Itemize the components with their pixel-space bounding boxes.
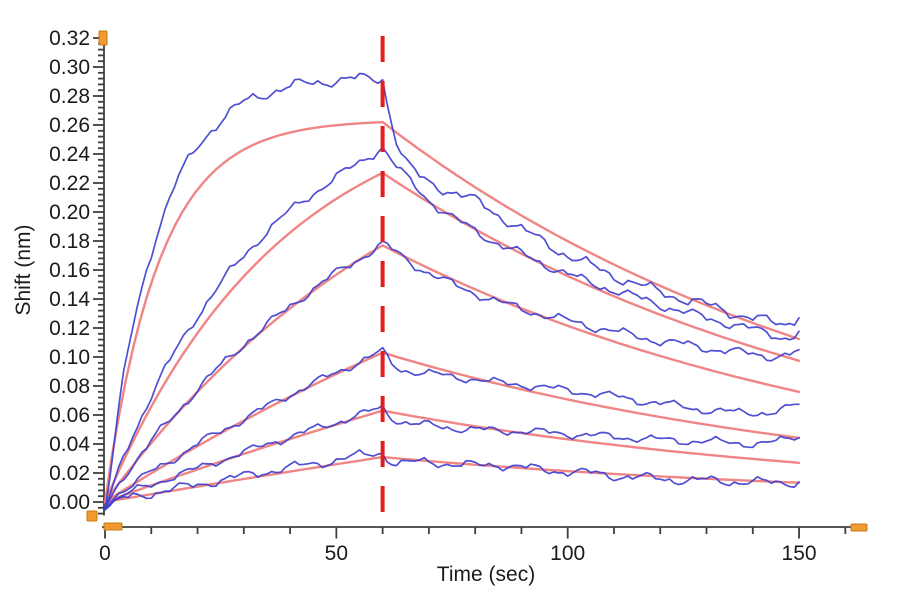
x-tick-label: 0 xyxy=(99,542,111,565)
y-tick-label: 0.16 xyxy=(49,259,90,282)
data-curve-trace-4 xyxy=(104,346,800,511)
y-tick-label: 0.06 xyxy=(49,404,90,427)
axes: 0.00 0.02 0.04 0.06 0.08 0.10 0.12 0.14 0.16 0.18… xyxy=(49,27,866,565)
axis-range-handle xyxy=(850,523,868,532)
y-tick-label: 0.14 xyxy=(49,288,90,311)
fit-curve-trace-6-lowest xyxy=(103,455,801,504)
data-curve-trace-1-highest xyxy=(104,72,800,511)
axis-range-handles xyxy=(86,30,868,532)
y-tick-label: 0.22 xyxy=(49,172,90,195)
fit-curve-trace-1-highest xyxy=(103,120,801,504)
data-curve-trace-3 xyxy=(104,240,800,511)
x-axis-title: Time (sec) xyxy=(437,563,535,586)
y-tick-label: 0.28 xyxy=(49,85,90,108)
fit-curve-trace-5 xyxy=(103,409,801,504)
y-axis-title: Shift (nm) xyxy=(12,224,35,315)
axis-range-handle xyxy=(103,522,123,531)
x-tick-label: 50 xyxy=(325,542,348,565)
y-tick-label: 0.02 xyxy=(49,462,90,485)
fit-curves xyxy=(103,120,801,504)
y-tick-label: 0.26 xyxy=(49,114,90,137)
fit-curve-trace-2 xyxy=(103,171,801,504)
y-tick-label: 0.20 xyxy=(49,201,90,224)
axis-range-handle xyxy=(86,510,98,522)
data-curve-trace-5 xyxy=(104,404,800,511)
y-tick-label: 0.04 xyxy=(49,433,90,456)
y-tick-label: 0.18 xyxy=(49,230,90,253)
x-tick-label: 150 xyxy=(782,542,817,565)
y-tick-label: 0.10 xyxy=(49,346,90,369)
data-curves xyxy=(104,72,800,511)
y-tick-label: 0.30 xyxy=(49,56,90,79)
axis-range-handle xyxy=(98,30,108,46)
y-tick-label: 0.08 xyxy=(49,375,90,398)
y-tick-label: 0.00 xyxy=(49,491,90,514)
y-tick-label: 0.32 xyxy=(49,27,90,50)
x-tick-label: 100 xyxy=(550,542,585,565)
y-tick-label: 0.12 xyxy=(49,317,90,340)
y-tick-label: 0.24 xyxy=(49,143,90,166)
data-curve-trace-2 xyxy=(104,146,800,511)
data-curve-trace-6-lowest xyxy=(104,449,800,511)
